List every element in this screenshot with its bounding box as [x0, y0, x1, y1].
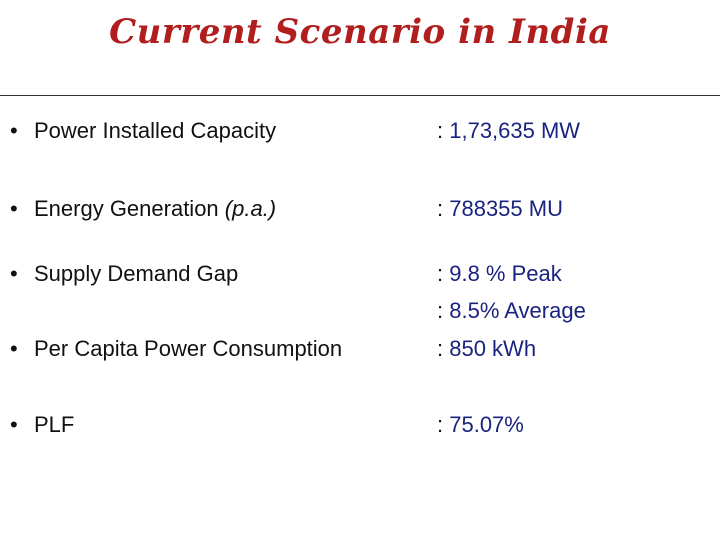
slide-title: Current Scenario in India — [109, 12, 611, 52]
title-divider — [0, 95, 720, 96]
item-label: Per Capita Power Consumption — [34, 336, 343, 361]
item-value-average: : 8.5% Average — [437, 298, 586, 323]
item-label-note: (p.a.) — [224, 196, 277, 221]
item-label: Power Installed Capacity — [34, 118, 277, 143]
item-label: Energy Generation (p.a.) — [34, 196, 277, 221]
item-label: PLF — [34, 412, 75, 437]
item-value: : 850 kWh — [437, 336, 537, 361]
item-value: : 788355 MU — [437, 196, 563, 221]
bullet: • — [10, 336, 18, 361]
item-label: Supply Demand Gap — [34, 261, 239, 286]
bullet: • — [10, 412, 18, 437]
item-value: : 1,73,635 MW — [437, 118, 581, 143]
bullet: • — [10, 118, 18, 143]
bullet: • — [10, 261, 18, 286]
bullet: • — [10, 196, 18, 221]
item-value-peak: : 9.8 % Peak — [437, 261, 562, 286]
item-value: : 75.07% — [437, 412, 524, 437]
